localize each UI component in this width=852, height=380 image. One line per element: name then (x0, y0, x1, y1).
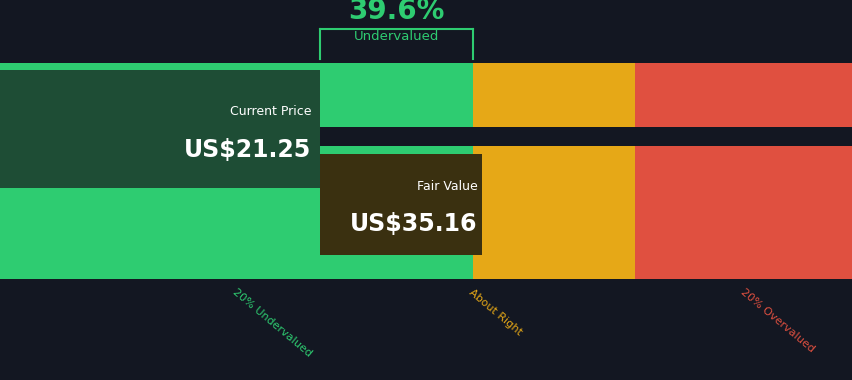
Bar (0, 63, 473, 127)
Text: 20% Overvalued: 20% Overvalued (737, 287, 815, 354)
Bar (635, 146, 852, 262)
Bar (0, 70, 320, 188)
Text: 20% Undervalued: 20% Undervalued (230, 287, 314, 359)
Text: Fair Value: Fair Value (417, 180, 477, 193)
Text: Current Price: Current Price (229, 105, 311, 118)
Text: US$35.16: US$35.16 (350, 212, 477, 236)
Text: US$21.25: US$21.25 (184, 138, 311, 162)
Text: About Right: About Right (466, 287, 523, 337)
Bar (0, 262, 473, 279)
Text: 39.6%: 39.6% (348, 0, 444, 25)
Bar (320, 154, 481, 255)
Bar (473, 146, 635, 262)
Text: Undervalued: Undervalued (354, 30, 439, 43)
Bar (473, 63, 635, 127)
Bar (0, 146, 473, 262)
Bar (473, 262, 635, 279)
Bar (635, 63, 852, 127)
Bar (635, 262, 852, 279)
